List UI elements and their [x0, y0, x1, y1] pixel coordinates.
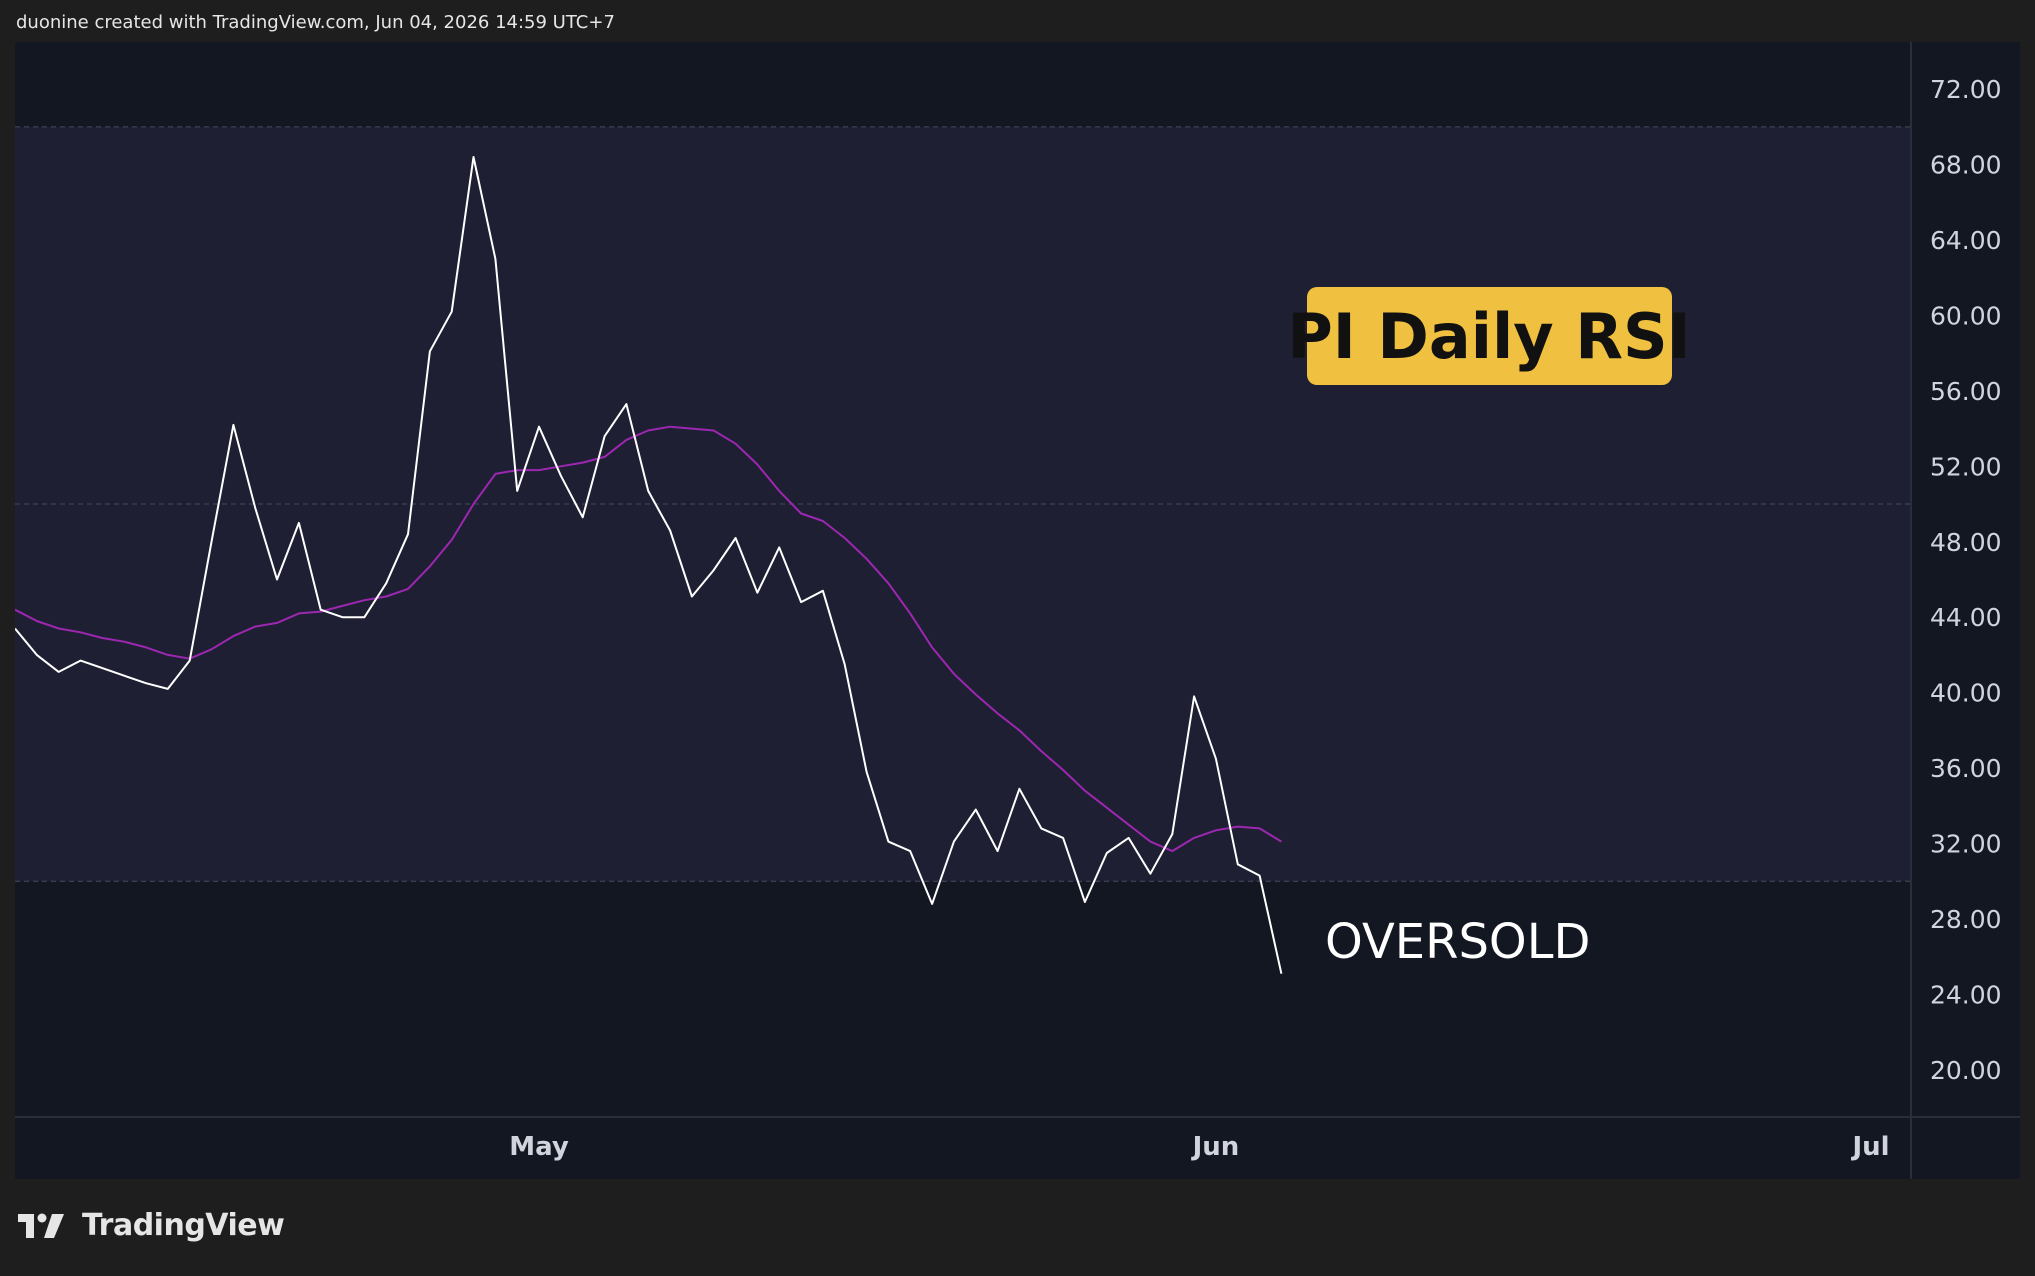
tradingview-logo-icon — [18, 1213, 64, 1238]
chart-frame[interactable]: 72.00 68.00 64.00 60.00 56.00 52.00 48.00 44.00… — [15, 42, 2020, 1179]
y-tick-label: 64.00 — [1930, 226, 2002, 255]
y-tick-label: 32.00 — [1930, 830, 2002, 859]
x-axis[interactable]: May Jun Jul — [509, 1132, 1889, 1162]
x-tick-label: Jun — [1191, 1132, 1240, 1162]
y-tick-label: 40.00 — [1930, 679, 2002, 708]
rsi-chart[interactable]: 72.00 68.00 64.00 60.00 56.00 52.00 48.00 44.00… — [15, 42, 2020, 1179]
y-tick-label: 60.00 — [1930, 301, 2002, 330]
x-tick-label: May — [509, 1132, 569, 1162]
y-tick-label: 48.00 — [1930, 528, 2002, 557]
rsi-ma-line — [15, 425, 1282, 853]
y-axis[interactable]: 72.00 68.00 64.00 60.00 56.00 52.00 48.00 44.00… — [1930, 75, 2002, 1085]
chart-title-box — [1307, 287, 1672, 385]
oversold-annotation: OVERSOLD — [1325, 914, 1590, 970]
y-tick-label: 56.00 — [1930, 377, 2002, 406]
y-tick-label: 24.00 — [1930, 980, 2002, 1009]
x-tick-label: Jul — [1850, 1132, 1889, 1162]
y-tick-label: 52.00 — [1930, 452, 2002, 481]
chart-title-badge: PI Daily RSI — [1287, 287, 1691, 385]
y-tick-label: 36.00 — [1930, 754, 2002, 783]
rsi-line — [15, 156, 1283, 974]
tradingview-logo-text: TradingView — [82, 1208, 285, 1243]
y-tick-label: 68.00 — [1930, 151, 2002, 180]
y-tick-label: 28.00 — [1930, 905, 2002, 934]
tradingview-logo[interactable]: TradingView — [18, 1208, 285, 1243]
series-layer — [15, 156, 1283, 974]
y-tick-label: 72.00 — [1930, 75, 2002, 104]
y-tick-label: 20.00 — [1930, 1056, 2002, 1085]
chart-attribution: duonine created with TradingView.com, Ju… — [16, 12, 615, 33]
y-tick-label: 44.00 — [1930, 603, 2002, 632]
chart-title: PI Daily RSI — [1287, 300, 1690, 373]
